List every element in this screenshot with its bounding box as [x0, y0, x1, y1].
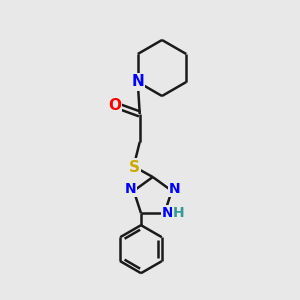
Text: N: N — [131, 74, 144, 89]
Text: N: N — [125, 182, 136, 196]
Text: N: N — [169, 182, 181, 196]
Text: O: O — [108, 98, 121, 112]
Text: H: H — [173, 206, 184, 220]
Text: N: N — [162, 206, 173, 220]
Text: S: S — [129, 160, 140, 175]
